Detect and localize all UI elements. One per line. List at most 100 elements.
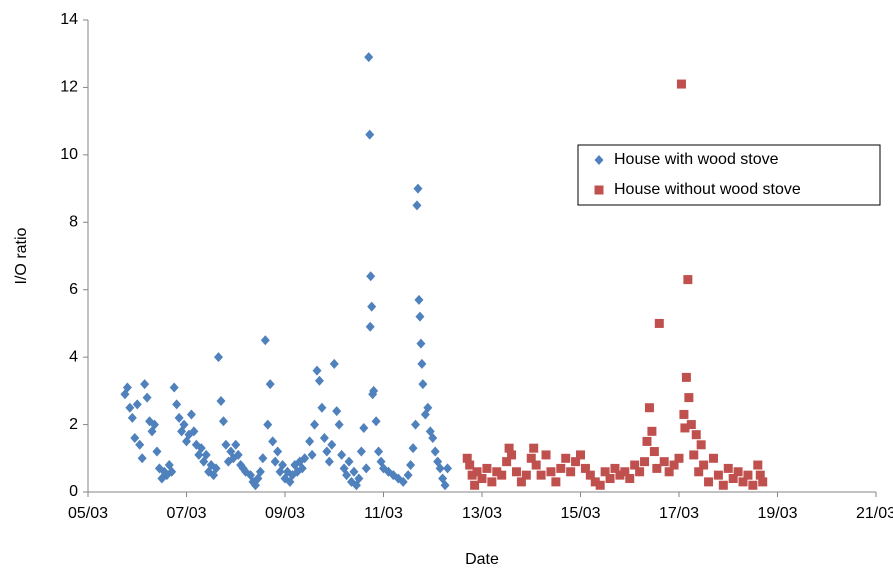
data-point <box>440 480 450 491</box>
data-point <box>214 352 224 363</box>
data-point <box>398 476 408 487</box>
data-point <box>414 294 424 305</box>
data-point <box>467 470 477 480</box>
data-point <box>428 433 438 444</box>
data-point <box>689 450 699 460</box>
data-point <box>630 460 640 470</box>
data-point <box>342 470 352 481</box>
y-tick-label: 6 <box>69 281 78 298</box>
data-point <box>314 375 324 386</box>
data-point <box>640 457 650 467</box>
data-point <box>683 275 693 285</box>
x-tick-label: 13/03 <box>462 505 502 522</box>
legend-marker <box>594 185 604 195</box>
data-point <box>696 440 706 450</box>
data-point <box>374 446 384 457</box>
data-point <box>122 382 132 393</box>
data-point <box>686 420 696 430</box>
data-point <box>430 446 440 457</box>
data-point <box>344 456 354 467</box>
data-point <box>477 474 487 484</box>
data-point <box>652 463 662 473</box>
data-point <box>137 453 147 464</box>
data-point <box>492 467 502 477</box>
legend-box <box>577 144 881 206</box>
data-point <box>753 460 763 470</box>
data-point <box>172 399 182 410</box>
data-point <box>367 301 377 312</box>
data-point <box>676 79 686 89</box>
data-point <box>127 412 137 423</box>
data-point <box>417 358 427 369</box>
data-point <box>748 480 758 490</box>
data-point <box>366 271 376 282</box>
data-point <box>733 467 743 477</box>
data-point <box>699 460 709 470</box>
data-point <box>605 474 615 484</box>
data-point <box>680 423 690 433</box>
data-point <box>300 453 310 464</box>
data-point <box>664 467 674 477</box>
data-point <box>324 456 334 467</box>
data-point <box>649 447 659 457</box>
data-point <box>125 402 135 413</box>
data-point <box>472 467 482 477</box>
x-tick-label: 17/03 <box>659 505 699 522</box>
data-point <box>278 460 288 471</box>
data-point <box>369 385 379 396</box>
data-point <box>521 470 531 480</box>
data-point <box>541 450 551 460</box>
data-point <box>418 379 428 390</box>
data-point <box>738 477 748 487</box>
data-point <box>406 460 416 471</box>
data-point <box>644 403 654 413</box>
x-tick-label: 05/03 <box>68 505 108 522</box>
data-point <box>487 477 497 487</box>
data-point <box>470 480 480 490</box>
data-point <box>647 426 657 436</box>
data-point <box>270 456 280 467</box>
data-point <box>497 470 507 480</box>
legend-label: House with wood stove <box>614 151 779 168</box>
data-point <box>174 412 184 423</box>
data-point <box>620 467 630 477</box>
data-point <box>327 439 337 450</box>
data-point <box>435 463 445 474</box>
data-point <box>713 470 723 480</box>
y-tick-label: 12 <box>60 79 78 96</box>
data-point <box>536 470 546 480</box>
data-point <box>758 477 768 487</box>
data-point <box>571 457 581 467</box>
data-point <box>186 409 196 420</box>
data-point <box>529 443 539 453</box>
data-point <box>502 457 512 467</box>
data-point <box>250 480 260 491</box>
data-point <box>132 399 142 410</box>
data-point <box>659 457 669 467</box>
data-point <box>718 480 728 490</box>
data-point <box>708 453 718 463</box>
data-point <box>615 470 625 480</box>
data-point <box>595 480 605 490</box>
data-point <box>516 477 526 487</box>
data-point <box>576 450 585 460</box>
y-tick-label: 8 <box>69 214 78 231</box>
data-point <box>231 439 241 450</box>
x-tick-label: 19/03 <box>757 505 797 522</box>
data-point <box>674 453 684 463</box>
data-point <box>531 460 541 470</box>
data-point <box>337 449 347 460</box>
data-point <box>268 436 278 447</box>
data-point <box>310 419 320 430</box>
data-point <box>416 338 426 349</box>
data-point <box>211 463 221 474</box>
data-point <box>546 467 556 477</box>
y-axis-label: I/O ratio <box>13 227 30 284</box>
data-point <box>152 446 162 457</box>
data-point <box>561 453 571 463</box>
y-tick-label: 4 <box>69 348 78 365</box>
legend-marker <box>594 155 604 165</box>
data-point <box>415 311 425 322</box>
